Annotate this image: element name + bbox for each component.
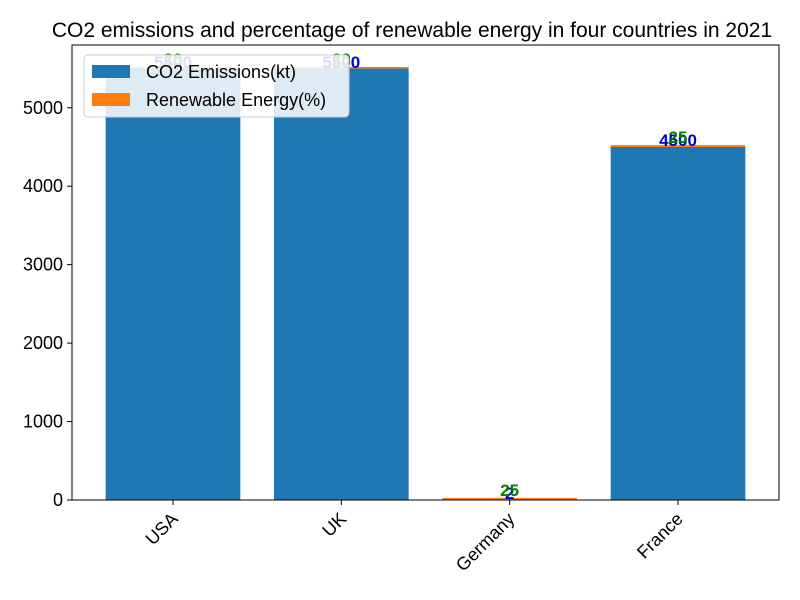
chart-title: CO2 emissions and percentage of renewabl… — [52, 19, 772, 42]
legend-swatch — [92, 93, 130, 106]
bar-co2 — [105, 68, 241, 500]
data-label-renewable: 25 — [500, 481, 519, 500]
y-tick-label: 0 — [53, 490, 63, 510]
y-tick-label: 4000 — [23, 176, 63, 196]
y-tick-label: 1000 — [23, 412, 63, 432]
plot-frame — [71, 44, 780, 501]
bar-co2 — [274, 68, 409, 500]
legend-swatch — [92, 65, 130, 78]
data-label-co2: 2 — [505, 484, 514, 503]
x-tick-label: France — [633, 509, 687, 563]
y-tick-label: 5000 — [23, 98, 63, 118]
bar-co2 — [610, 146, 746, 500]
legend-box — [83, 54, 350, 118]
y-tick-label: 2000 — [23, 333, 63, 353]
x-tick-label: Germany — [452, 509, 518, 575]
x-tick-label: UK — [318, 509, 350, 541]
legend-label: Renewable Energy(%) — [146, 90, 326, 110]
bar-renewable — [442, 497, 577, 500]
x-tick-label: USA — [142, 509, 182, 549]
y-tick-label: 3000 — [23, 255, 63, 275]
legend-label: CO2 Emissions(kt) — [146, 62, 296, 82]
data-label-co2: 4500 — [659, 131, 697, 150]
bar-renewable — [610, 145, 746, 147]
data-label-renewable: 25 — [669, 128, 688, 147]
